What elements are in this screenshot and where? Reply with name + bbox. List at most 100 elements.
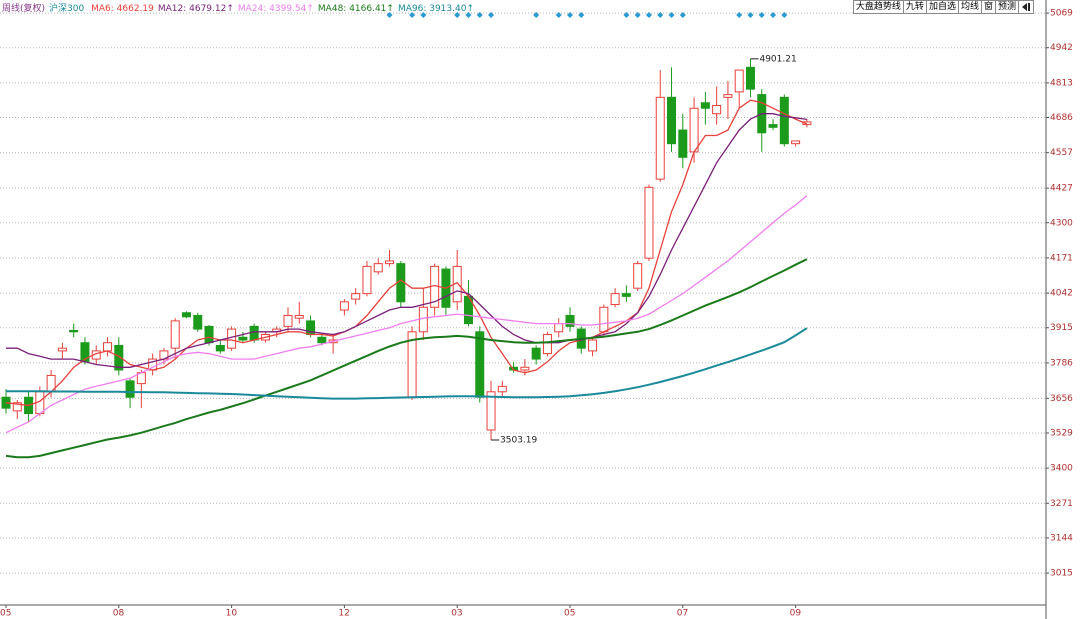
legend-entry: MA48: 4166.41↑ xyxy=(317,4,394,14)
candle-body xyxy=(542,334,552,355)
candle-body xyxy=(588,339,598,352)
candle-body xyxy=(114,344,124,371)
ma-line xyxy=(5,258,808,459)
y-tick-label: 5069 xyxy=(1050,9,1073,19)
candle-body xyxy=(373,263,383,273)
y-tick-label: 3786 xyxy=(1050,358,1073,368)
y-tick-label: 3400 xyxy=(1050,464,1073,474)
toolbar: 大盘趋势线 九转 加自选 均线 窗 预测 xyxy=(852,0,1034,14)
candle-body xyxy=(486,391,496,431)
candle-body xyxy=(475,331,485,398)
candle-body xyxy=(644,186,654,259)
chart-header: 周线(复权) 沪深300 MA6: 4662.19 MA12: 4679.12↑ MA… xyxy=(2,1,478,14)
signal-marker xyxy=(758,12,765,18)
candle-body xyxy=(385,260,395,265)
signal-marker xyxy=(409,12,416,18)
legend-entry: MA6: 4662.19 xyxy=(91,4,154,14)
toolbar-button[interactable]: 加自选 xyxy=(925,0,959,14)
signal-marker xyxy=(736,12,743,18)
signal-marker xyxy=(679,12,686,18)
signal-marker xyxy=(668,12,675,18)
signal-marker xyxy=(747,12,754,18)
y-tick-label: 4813 xyxy=(1050,78,1073,88)
high-annotation: 4901.21 xyxy=(759,54,796,64)
candle-body xyxy=(610,293,620,306)
candle-body xyxy=(791,140,801,145)
signal-marker xyxy=(476,12,483,18)
signal-marker xyxy=(420,12,427,18)
candle-body xyxy=(204,325,214,344)
candle-body xyxy=(779,96,789,145)
toolbar-button[interactable]: 窗 xyxy=(980,0,996,14)
candle-body xyxy=(103,342,113,352)
toolbar-button[interactable]: 大盘趋势线 xyxy=(852,0,904,14)
x-tick-label: 09 xyxy=(790,609,802,619)
candle-body xyxy=(238,336,248,341)
period: 周线(复权) xyxy=(2,4,46,14)
x-tick-label: 03 xyxy=(451,609,462,619)
signal-marker xyxy=(567,12,573,18)
candle-body xyxy=(689,107,699,153)
candle-body xyxy=(723,94,733,98)
signal-marker xyxy=(770,12,777,18)
y-tick-label: 3656 xyxy=(1050,394,1073,404)
y-tick-label: 3015 xyxy=(1050,569,1073,579)
y-tick-label: 4042 xyxy=(1050,289,1073,299)
x-tick-label: 08 xyxy=(113,609,125,619)
y-tick-label: 4171 xyxy=(1050,253,1073,263)
collapse-button[interactable] xyxy=(1018,0,1034,14)
candle-body xyxy=(599,306,609,333)
x-tick-label: 07 xyxy=(677,609,688,619)
signal-marker xyxy=(555,12,562,18)
x-tick-label: 12 xyxy=(338,609,349,619)
candle-body xyxy=(283,314,293,327)
collapse-icon xyxy=(1022,3,1030,11)
candle-body xyxy=(734,69,744,93)
signal-marker xyxy=(578,12,585,18)
toolbar-button[interactable]: 预测 xyxy=(994,0,1019,14)
legend-entry: MA12: 4679.12↑ xyxy=(157,4,234,14)
signal-marker xyxy=(488,12,495,18)
signal-marker xyxy=(634,12,641,18)
signal-marker xyxy=(781,12,788,18)
toolbar-button[interactable]: 均线 xyxy=(957,0,982,14)
candle-body xyxy=(621,293,631,297)
ma-line xyxy=(5,195,808,434)
candle-body xyxy=(565,314,575,327)
signal-marker xyxy=(623,12,630,18)
candle-body xyxy=(520,366,530,371)
symbol: 沪深300 xyxy=(49,4,85,14)
candle-body xyxy=(768,124,778,128)
ma-line xyxy=(5,99,808,407)
candle-body xyxy=(249,325,259,341)
ma-line xyxy=(6,327,808,400)
candle-body xyxy=(317,336,327,344)
y-tick-label: 3144 xyxy=(1050,533,1073,543)
candle-body xyxy=(712,105,722,115)
candle-body xyxy=(497,385,507,393)
candle-body xyxy=(57,347,67,352)
y-tick-label: 4557 xyxy=(1050,148,1073,158)
candle-body xyxy=(633,263,643,289)
toolbar-button[interactable]: 九转 xyxy=(902,0,927,14)
ma-line xyxy=(6,113,807,368)
signal-marker xyxy=(454,12,461,18)
candle-body xyxy=(678,129,688,158)
y-tick-label: 3529 xyxy=(1050,428,1073,438)
candle-body xyxy=(655,96,665,180)
y-tick-label: 3271 xyxy=(1050,499,1073,509)
candle-body xyxy=(667,96,677,145)
candle-body xyxy=(170,320,180,349)
x-tick-label: 05 xyxy=(564,609,575,619)
candle-body xyxy=(181,312,191,318)
candle-body xyxy=(802,121,812,126)
signal-marker xyxy=(386,12,393,18)
y-tick-label: 4300 xyxy=(1050,218,1073,228)
candle-body xyxy=(745,66,755,90)
signal-marker xyxy=(657,12,664,18)
candle-body xyxy=(193,314,203,330)
candle-body xyxy=(700,102,710,109)
candle-body xyxy=(351,293,361,300)
x-tick-label: 05 xyxy=(0,609,11,619)
